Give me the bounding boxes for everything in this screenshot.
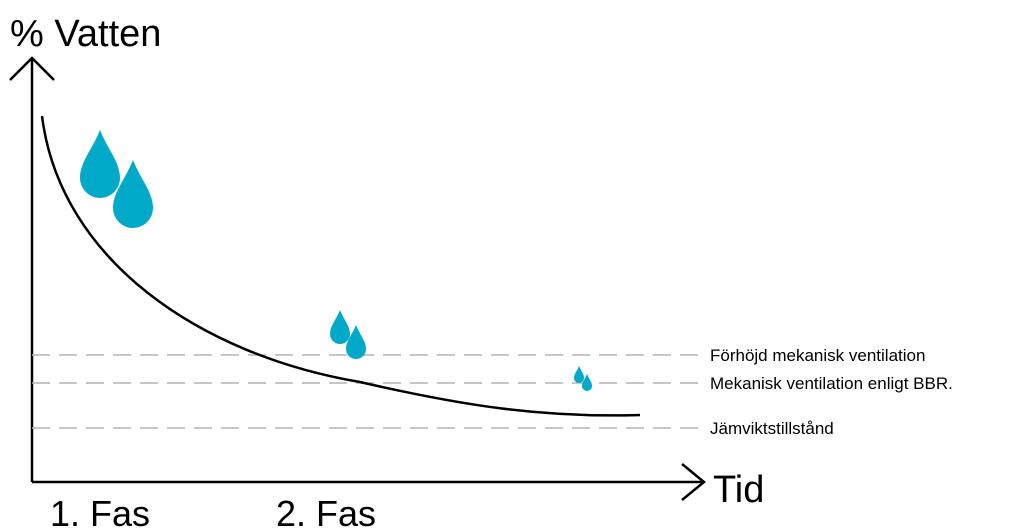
axes: [9, 56, 706, 501]
phase-label-1: 1. Fas: [50, 493, 150, 530]
water-drop-icon: [113, 160, 153, 228]
phase-label-2: 2. Fas: [276, 493, 376, 530]
y-axis-title: % Vatten: [10, 13, 161, 55]
level-label-forhojd: Förhöjd mekanisk ventilation: [710, 346, 925, 365]
water-drop-icon: [80, 130, 120, 198]
water-drop-icon: [574, 366, 584, 383]
drops-medium: [330, 310, 366, 359]
y-axis-arrowhead: [9, 56, 55, 81]
drops-large: [80, 130, 153, 228]
water-drop-icon: [330, 310, 350, 344]
x-axis-arrowhead: [681, 463, 706, 501]
x-axis-title: Tid: [713, 469, 764, 511]
level-label-jamvikt: Jämviktstillstånd: [710, 419, 834, 438]
water-drop-icon: [346, 325, 366, 359]
drops-small: [574, 366, 592, 391]
level-label-bbr: Mekanisk ventilation enligt BBR.: [710, 374, 953, 393]
water-drop-icon: [582, 374, 592, 391]
level-lines: [32, 354, 700, 429]
drying-curve: [40, 115, 641, 417]
